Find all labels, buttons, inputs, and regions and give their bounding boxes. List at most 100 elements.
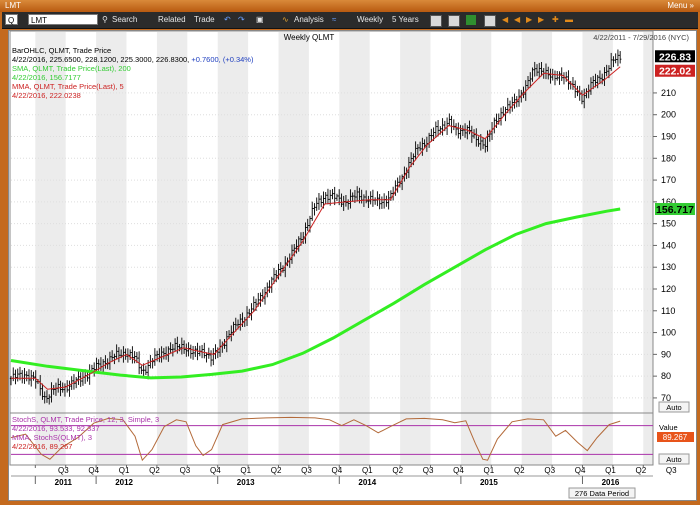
search-button[interactable]: Search xyxy=(112,15,138,24)
mma-5-line xyxy=(11,66,621,390)
range-dropdown[interactable]: 5 Years xyxy=(392,15,419,24)
analysis-icon[interactable]: ∿ xyxy=(282,15,289,24)
period-dropdown[interactable]: Weekly xyxy=(357,15,384,24)
legend-mma-name: MMA, QLMT, Trade Price(Last), 5 xyxy=(12,82,124,91)
price-tick-label: 180 xyxy=(661,153,676,163)
legend-sma-name: SMA, QLMT, Trade Price(Last), 200 xyxy=(12,64,131,73)
compare-icon[interactable] xyxy=(448,15,460,27)
year-label: 2016 xyxy=(602,478,620,487)
price-tick-label: 190 xyxy=(661,132,676,142)
quarter-label: Q1 xyxy=(119,466,130,475)
quarter-stripe xyxy=(643,32,653,465)
date-range: 4/22/2011 - 7/29/2016 (NYC) xyxy=(593,33,689,42)
quarter-label: Q2 xyxy=(271,466,282,475)
price-auto-label: Auto xyxy=(666,403,681,412)
scroll-back-icon[interactable]: ◀ xyxy=(514,15,521,24)
chart-title: Weekly QLMT xyxy=(284,33,335,42)
studies-icon[interactable]: ≈ xyxy=(332,15,337,24)
price-tick-label: 140 xyxy=(661,240,676,250)
quarter-label: Q4 xyxy=(332,466,343,475)
legend-sma-value: 4/22/2016, 156.7177 xyxy=(12,73,81,82)
stoch-levels xyxy=(11,425,653,455)
legend-stoch-mma-value: 4/22/2016, 89.267 xyxy=(12,442,72,451)
quarter-stripe xyxy=(339,32,370,465)
legend-ohlc-name: BarOHLC, QLMT, Trade Price xyxy=(12,46,111,55)
quarter-label: Q3 xyxy=(301,466,312,475)
stoch-auto-button[interactable] xyxy=(658,453,690,465)
stoch-panel-border xyxy=(9,412,654,466)
search-icon[interactable]: ⚲ xyxy=(102,15,108,24)
price-tick-label: 150 xyxy=(661,219,676,229)
quarter-stripes xyxy=(35,32,653,465)
table-icon[interactable] xyxy=(466,15,476,25)
quarter-stripe xyxy=(582,32,613,465)
undo-icon[interactable]: ↶ xyxy=(224,15,231,24)
ohlc-bars xyxy=(9,49,622,405)
zoom-out-icon[interactable]: ▬ xyxy=(565,15,573,24)
zoom-in-icon[interactable]: ✚ xyxy=(552,15,559,24)
data-period-button[interactable] xyxy=(568,487,636,499)
quarter-label: Q2 xyxy=(149,466,160,475)
price-tick-label: 200 xyxy=(661,110,676,120)
chart-style-icon[interactable] xyxy=(430,15,442,27)
draw-icon[interactable] xyxy=(484,15,496,27)
related-button[interactable]: Related xyxy=(158,15,186,24)
legend-stoch-values: 4/22/2016, 93.533, 92.337 xyxy=(12,424,100,433)
price-auto-button[interactable] xyxy=(658,401,690,413)
quarter-label: Q3 xyxy=(544,466,555,475)
scroll-last-icon[interactable]: ▶ xyxy=(538,15,545,24)
year-label: 2015 xyxy=(480,478,498,487)
scroll-forward-icon[interactable]: ▶ xyxy=(526,15,533,24)
trade-button[interactable]: Trade xyxy=(194,15,215,24)
scroll-first-icon[interactable]: ◀ xyxy=(502,15,509,24)
year-label: 2011 xyxy=(55,478,73,487)
quarter-label: Q4 xyxy=(575,466,586,475)
analysis-button[interactable]: Analysis xyxy=(294,15,324,24)
quarter-stripe xyxy=(400,32,431,465)
legend-stoch-name: StochS, QLMT, Trade Price, 12, 3, Simple… xyxy=(12,415,159,424)
quarter-label: Q2 xyxy=(392,466,403,475)
quarter-label: Q2 xyxy=(514,466,525,475)
price-label-badge xyxy=(655,64,695,77)
year-label: 2012 xyxy=(115,478,133,487)
quarter-label: Q1 xyxy=(605,466,616,475)
price-tick-label: 210 xyxy=(661,88,676,98)
quarter-label: Q1 xyxy=(240,466,251,475)
quarter-label: Q2 xyxy=(636,466,647,475)
stoch-line xyxy=(10,416,621,462)
price-tick-label: 160 xyxy=(661,197,676,207)
price-tick-label: 100 xyxy=(661,328,676,338)
year-label: 2013 xyxy=(237,478,255,487)
sma-200-line xyxy=(10,207,621,380)
price-tick-label: 120 xyxy=(661,284,676,294)
price-gridlines xyxy=(11,92,653,399)
chart-area: Weekly QLMT 4/22/2011 - 7/29/2016 (NYC) … xyxy=(8,30,697,501)
legend-ohlc-values: 4/22/2016, 225.6500, 228.1200, 225.3000,… xyxy=(12,55,254,64)
stoch-value-badge xyxy=(657,432,694,442)
folder-icon[interactable]: ▣ xyxy=(256,15,264,24)
quarter-label: Q3 xyxy=(58,466,69,475)
legend-ohlc-values-text: 4/22/2016, 225.6500, 228.1200, 225.3000,… xyxy=(12,55,191,64)
menu-button[interactable]: Menu » xyxy=(667,1,694,10)
price-tick-label: 170 xyxy=(661,175,676,185)
symbol-input[interactable]: LMT xyxy=(28,14,98,25)
quarter-stripe xyxy=(156,32,188,465)
price-tick-label: 80 xyxy=(661,371,671,381)
quarter-label: Q3 xyxy=(180,466,191,475)
time-x-axis: Q3 Q4 Q1 Q2 Q3 Q4 Q1 Q2 Q3 Q4 Q1 Q2 Q3 Q4 Q1 Q2 Q3 Q4 Q1 Q2… xyxy=(11,465,677,487)
stoch-auto-label: Auto xyxy=(666,455,681,464)
price-label-text: 156.717 xyxy=(656,204,694,216)
quarter-label: Q4 xyxy=(88,466,99,475)
quarter-stripe xyxy=(521,32,553,465)
price-label-badge xyxy=(655,203,695,216)
quarter-label: Q1 xyxy=(362,466,373,475)
quarter-label: Q1 xyxy=(484,466,495,475)
price-label-badge xyxy=(655,50,695,63)
redo-icon[interactable]: ↷ xyxy=(238,15,245,24)
symbol-type-dropdown[interactable]: Q xyxy=(5,14,18,25)
legend-stoch-mma: MMA, StochS(QLMT), 3 xyxy=(12,433,92,442)
quarter-label: Q4 xyxy=(210,466,221,475)
title-bar: LMT Menu » xyxy=(0,0,700,12)
stoch-value-header: Value xyxy=(659,423,678,432)
